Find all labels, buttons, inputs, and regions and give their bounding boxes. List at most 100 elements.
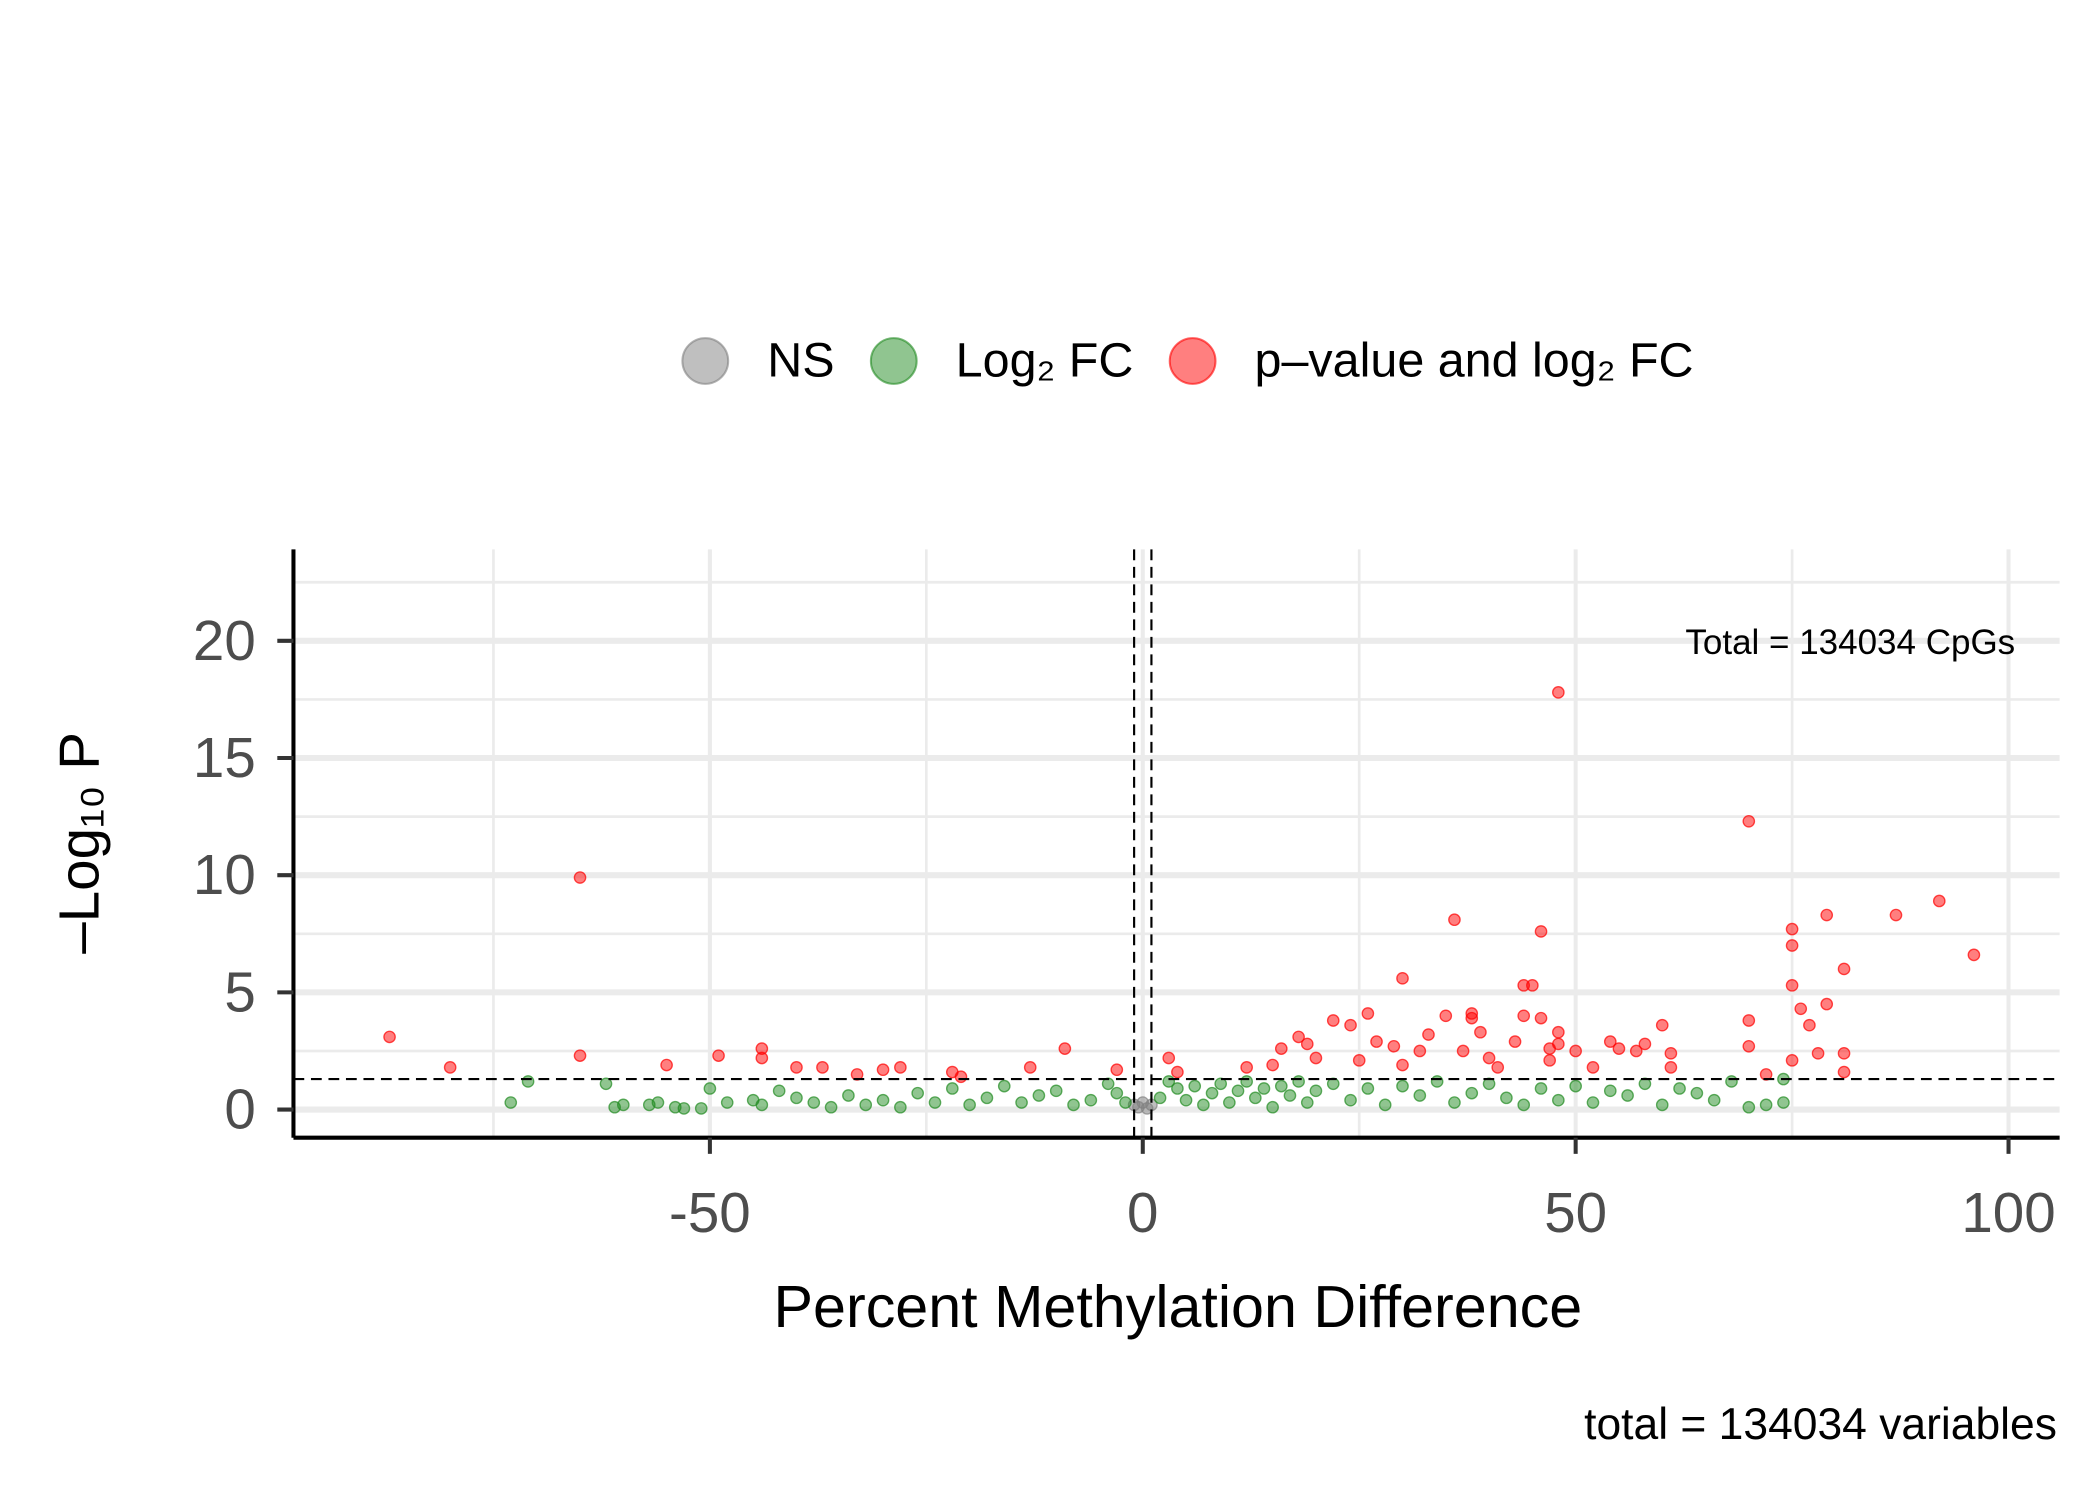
point — [1837, 1065, 1851, 1079]
point — [1837, 1046, 1851, 1060]
point — [772, 1084, 786, 1098]
point — [1586, 1061, 1600, 1074]
point — [1413, 1089, 1427, 1102]
point — [1837, 962, 1851, 976]
point — [1292, 1075, 1305, 1088]
point — [1274, 1042, 1288, 1055]
point — [876, 1063, 890, 1077]
point — [1742, 1100, 1756, 1114]
point — [1023, 1061, 1037, 1074]
point — [1517, 1009, 1531, 1023]
point — [1491, 1061, 1505, 1074]
point — [616, 1098, 630, 1112]
point — [1742, 1039, 1756, 1053]
legend-label: p–value and log₂ FC — [1255, 333, 1694, 387]
point — [1932, 894, 1946, 908]
legend-item: NS — [681, 333, 835, 387]
point — [1223, 1096, 1236, 1109]
point — [1820, 908, 1834, 922]
point — [1811, 1046, 1825, 1060]
point — [504, 1096, 518, 1109]
point — [599, 1077, 613, 1091]
point — [894, 1061, 907, 1074]
point — [1205, 1086, 1219, 1100]
point — [1439, 1009, 1453, 1023]
point — [1508, 1035, 1522, 1048]
point — [1119, 1096, 1132, 1109]
point — [1396, 971, 1409, 985]
point — [1785, 979, 1799, 992]
point — [1084, 1093, 1098, 1107]
point — [1067, 1098, 1080, 1112]
point — [842, 1089, 855, 1102]
point — [1171, 1065, 1184, 1079]
point — [1413, 1044, 1427, 1058]
point — [521, 1075, 535, 1088]
point — [1274, 1079, 1288, 1093]
point — [824, 1100, 838, 1114]
legend: NS Log₂ FC p–value and log₂ FC — [681, 333, 1694, 387]
point — [1110, 1063, 1124, 1077]
legend-label: Log₂ FC — [956, 333, 1134, 387]
point — [1500, 1091, 1513, 1105]
y-axis-label: –Log₁₀ P — [47, 732, 110, 954]
caption: total = 134034 variables — [1584, 1400, 2057, 1449]
point — [1785, 939, 1799, 952]
point — [1240, 1061, 1253, 1074]
point — [876, 1093, 890, 1107]
point — [1603, 1035, 1617, 1048]
point — [712, 1049, 725, 1062]
point — [1655, 1018, 1669, 1032]
point — [790, 1091, 803, 1105]
point — [755, 1098, 769, 1112]
point — [1638, 1037, 1652, 1051]
point — [1552, 1025, 1565, 1039]
point — [859, 1098, 873, 1112]
point — [1456, 1044, 1470, 1058]
point — [1552, 1037, 1565, 1051]
point — [1430, 1075, 1444, 1088]
legend-key — [681, 337, 730, 385]
point — [1785, 1054, 1799, 1067]
point — [720, 1096, 734, 1109]
point — [1361, 1082, 1375, 1095]
point — [1162, 1051, 1176, 1065]
point — [1266, 1058, 1279, 1072]
point — [1794, 1002, 1808, 1016]
point — [1344, 1093, 1357, 1107]
point — [755, 1051, 769, 1065]
point — [1474, 1025, 1487, 1039]
marks — [293, 549, 2060, 1138]
y-tick-label: 5 — [224, 960, 255, 1023]
annotation: Total = 134034 CpGs — [1685, 623, 2015, 662]
point — [980, 1091, 994, 1105]
point — [1179, 1093, 1193, 1107]
point — [1621, 1089, 1634, 1102]
point — [1248, 1091, 1262, 1105]
point — [651, 1096, 665, 1109]
point — [1448, 913, 1461, 927]
point — [1526, 979, 1539, 992]
point — [954, 1070, 968, 1084]
point — [1396, 1079, 1409, 1093]
point — [1231, 1084, 1245, 1098]
point — [1171, 1082, 1184, 1095]
point — [1707, 1093, 1721, 1107]
point — [1803, 1018, 1816, 1032]
point — [1257, 1082, 1271, 1095]
point — [1283, 1089, 1297, 1102]
point — [1534, 1082, 1548, 1095]
y-tick-label: 0 — [224, 1078, 255, 1141]
point — [694, 1102, 708, 1115]
point — [1465, 1007, 1479, 1020]
x-axis-label: Percent Methylation Difference — [774, 1273, 1583, 1340]
point — [573, 871, 587, 884]
point — [1569, 1044, 1582, 1058]
legend-item: p–value and log₂ FC — [1168, 333, 1694, 387]
point — [660, 1058, 673, 1072]
point — [1629, 1044, 1643, 1058]
point — [1309, 1084, 1323, 1098]
x-tick-label: 50 — [1544, 1181, 1607, 1244]
point — [1352, 1054, 1366, 1067]
point — [1569, 1079, 1582, 1093]
